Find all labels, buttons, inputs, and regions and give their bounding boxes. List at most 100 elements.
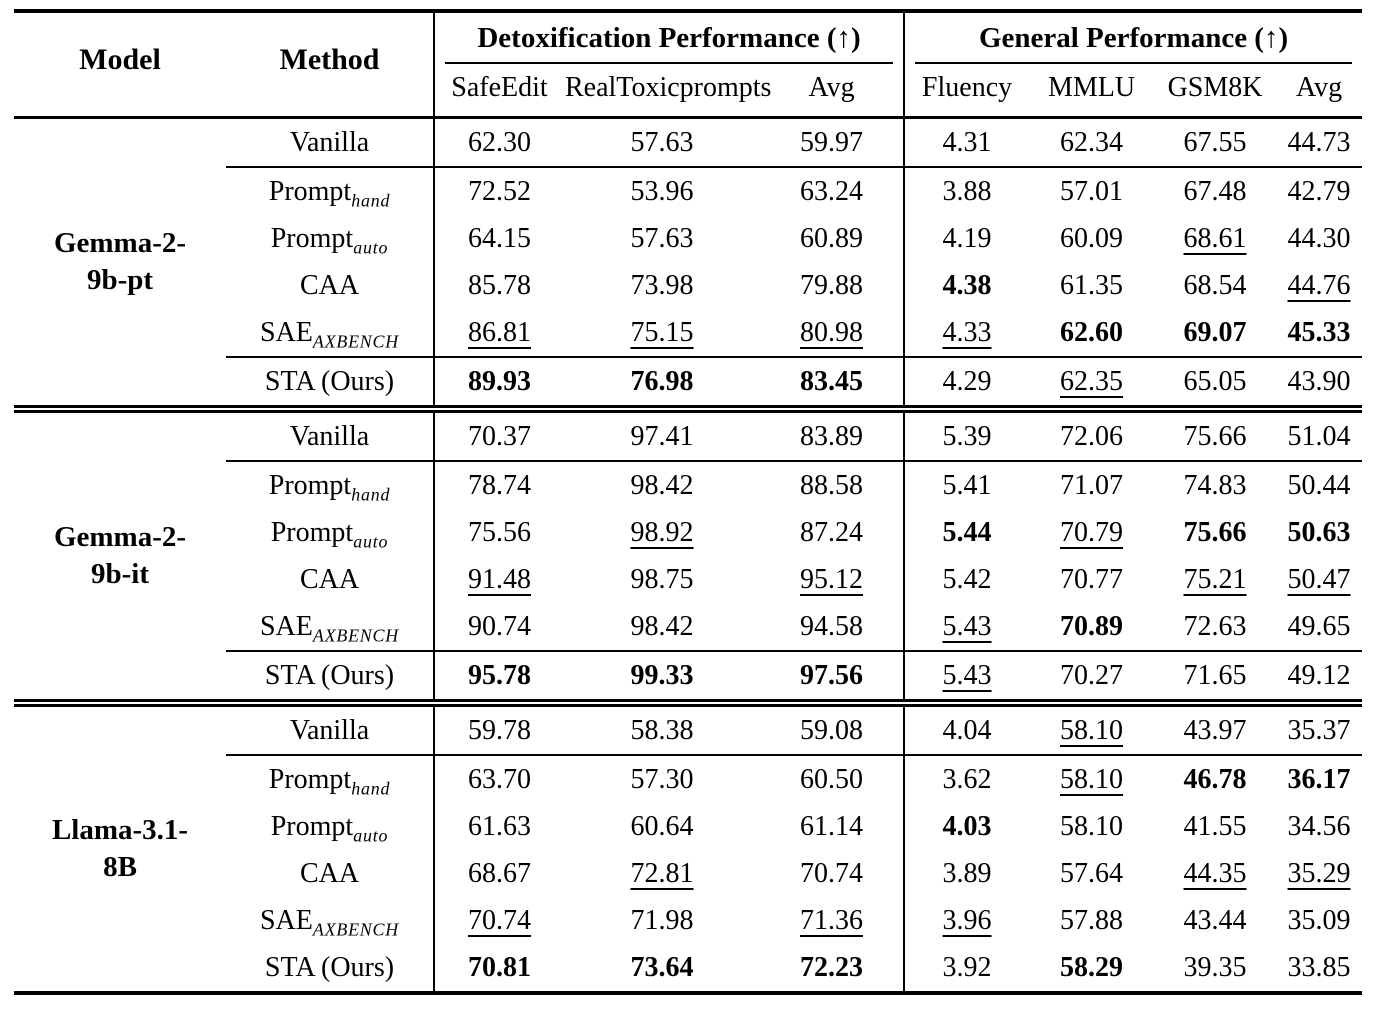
method-base: SAE [259, 317, 313, 348]
group-header-row: Model Method Detoxification Performance … [14, 11, 1363, 76]
metric-value: 4.38 [903, 262, 1030, 309]
table-body: Gemma-2- 9b-pt Vanilla 62.30 57.63 59.97 4.31 6… [14, 116, 1363, 993]
metric-value: 72.81 [630, 858, 694, 889]
metric-value: 98.42 [564, 460, 760, 509]
metric-value: 5.43 [903, 650, 1030, 703]
method-label: Vanilla [226, 116, 434, 167]
metric-value: 98.75 [630, 564, 694, 595]
metric-value: 62.60 [1060, 317, 1124, 348]
metric-value: 85.78 [433, 262, 564, 309]
method-subscript: AXBENCH [312, 331, 400, 352]
group-header-general: General Performance (↑) [903, 11, 1363, 64]
metric-value: 83.89 [760, 405, 905, 461]
method-label: Promptauto [226, 803, 434, 850]
sub-header-row: SafeEdit RealToxicprompts Avg Fluency MM… [14, 64, 1362, 118]
table-row: CAA 85.78 73.98 79.88 4.38 61.35 68.54 44.76 [14, 262, 1362, 309]
metric-value: 75.21 [1183, 564, 1247, 595]
metric-value: 87.24 [800, 517, 864, 548]
table-row: SAEAXBENCH 90.74 98.42 94.58 5.43 70.89 72.63 4… [14, 603, 1362, 651]
detox-group-rule [445, 62, 894, 64]
metric-value: 63.24 [760, 166, 905, 215]
metric-value: 43.90 [1276, 356, 1363, 409]
metric-value: 67.55 [1154, 116, 1277, 167]
table-row: Prompthand 63.70 57.30 60.50 3.62 58.10 46.78 3… [14, 754, 1363, 803]
metric-value: 59.78 [433, 699, 564, 755]
method-label: SAEAXBENCH [226, 897, 434, 944]
method-subscript: hand [351, 778, 391, 799]
metric-value: 75.66 [1154, 405, 1277, 461]
metric-value: 60.64 [630, 811, 694, 842]
method-label: SAEAXBENCH [226, 603, 434, 651]
metric-value: 65.05 [1154, 356, 1277, 409]
col-header-detox-avg: Avg [808, 72, 855, 103]
metric-value: 57.64 [1060, 858, 1124, 889]
metric-value: 59.08 [760, 699, 905, 755]
metric-value: 3.62 [903, 754, 1030, 803]
method-subscript: AXBENCH [312, 625, 400, 646]
method-subscript: hand [351, 484, 391, 505]
method-label: Vanilla [226, 699, 434, 755]
metric-value: 50.44 [1276, 460, 1363, 509]
metric-value: 5.43 [903, 603, 1030, 651]
metric-value: 64.15 [433, 215, 564, 262]
metric-value: 78.74 [433, 460, 564, 509]
method-label: Promptauto [226, 509, 434, 556]
metric-value: 70.77 [1060, 564, 1124, 595]
metric-value: 73.98 [630, 270, 694, 301]
metric-value: 90.74 [433, 603, 564, 651]
metric-value: 70.37 [433, 405, 564, 461]
metric-value: 83.45 [760, 356, 905, 409]
metric-value: 4.29 [903, 356, 1030, 409]
col-header-method: Method [279, 42, 380, 76]
metric-value: 44.76 [1287, 270, 1351, 301]
col-header-realtoxicprompts: RealToxicprompts [565, 72, 772, 103]
method-base: CAA [299, 564, 360, 595]
metric-value: 70.81 [433, 944, 564, 993]
metric-value: 61.63 [433, 803, 564, 850]
metric-value: 70.74 [433, 897, 564, 944]
model-name-line: Gemma-2- [53, 521, 187, 553]
metric-value: 39.35 [1183, 952, 1247, 983]
metric-value: 67.48 [1154, 166, 1277, 215]
method-base: STA (Ours) [264, 660, 395, 691]
metric-value: 44.73 [1276, 116, 1363, 167]
metric-value: 58.10 [1029, 699, 1155, 755]
method-base: Vanilla [289, 127, 370, 158]
metric-value: 34.56 [1287, 811, 1351, 842]
method-label: Prompthand [226, 166, 434, 215]
metric-value: 5.44 [903, 509, 1030, 556]
metric-value: 61.35 [1060, 270, 1124, 301]
metric-value: 5.39 [903, 405, 1030, 461]
metric-value: 4.04 [903, 699, 1030, 755]
metric-value: 74.83 [1154, 460, 1277, 509]
metric-value: 68.61 [1183, 223, 1247, 254]
model-name: Llama-3.1- 8B [14, 699, 226, 993]
metric-value: 71.36 [800, 905, 864, 936]
metric-value: 49.12 [1276, 650, 1363, 703]
metric-value: 98.42 [630, 611, 694, 642]
table-row: CAA 68.67 72.81 70.74 3.89 57.64 44.35 35.29 [14, 850, 1362, 897]
metric-value: 62.30 [433, 116, 564, 167]
method-base: Prompt [270, 517, 354, 548]
col-header-mmlu: MMLU [1047, 72, 1136, 103]
model-name-line: 9b-pt [86, 264, 154, 296]
table-row: SAEAXBENCH 86.81 75.15 80.98 4.33 62.60 69.07 4… [14, 309, 1362, 357]
metric-value: 62.35 [1029, 356, 1155, 409]
metric-value: 36.17 [1276, 754, 1363, 803]
model-name: Gemma-2- 9b-it [14, 405, 226, 703]
metric-value: 50.63 [1287, 517, 1351, 548]
metric-value: 58.38 [564, 699, 760, 755]
metric-value: 58.29 [1060, 952, 1124, 983]
metric-value: 99.33 [564, 650, 760, 703]
method-base: STA (Ours) [264, 952, 395, 983]
metric-value: 98.92 [630, 517, 694, 548]
metric-value: 57.30 [564, 754, 760, 803]
model-name-line: Gemma-2- [53, 227, 187, 259]
metric-value: 44.35 [1183, 858, 1247, 889]
metric-value: 89.93 [433, 356, 564, 409]
metric-value: 4.03 [903, 803, 1030, 850]
metric-value: 72.23 [800, 952, 864, 983]
metric-value: 62.34 [1029, 116, 1155, 167]
method-base: Prompt [270, 811, 354, 842]
method-label: STA (Ours) [226, 650, 434, 703]
